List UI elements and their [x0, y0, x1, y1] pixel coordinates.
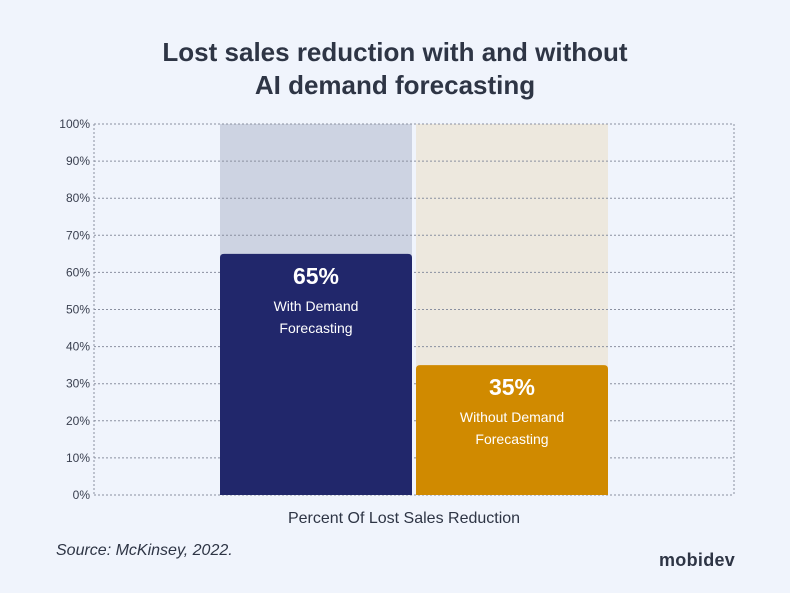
- y-tick-label: 60%: [66, 265, 90, 279]
- chart-title: Lost sales reduction with and without AI…: [0, 36, 790, 102]
- value-label: 35%: [489, 374, 535, 400]
- x-axis-label: Percent Of Lost Sales Reduction: [287, 510, 521, 527]
- source-note: Source: McKinsey, 2022.: [56, 542, 233, 559]
- y-tick-label: 70%: [66, 228, 90, 242]
- y-tick-label: 100%: [59, 117, 90, 131]
- y-tick-label: 50%: [66, 303, 90, 317]
- value-label: 65%: [293, 263, 339, 289]
- title-line-2: AI demand forecasting: [254, 70, 536, 100]
- category-label: With Demand: [274, 298, 359, 314]
- y-tick-label: 90%: [66, 154, 90, 168]
- category-label: Forecasting: [279, 320, 352, 336]
- category-label: Forecasting: [475, 431, 548, 447]
- y-tick-label: 30%: [66, 377, 90, 391]
- bar-2: [416, 365, 608, 495]
- mobidev-logo: mobidev: [659, 550, 736, 570]
- y-tick-label: 20%: [66, 414, 90, 428]
- category-label: Without Demand: [460, 409, 564, 425]
- bar-1: [220, 253, 412, 495]
- title-line-1: Lost sales reduction with and without: [162, 37, 628, 67]
- y-tick-label: 0%: [73, 488, 91, 502]
- y-tick-label: 40%: [66, 340, 90, 354]
- y-tick-label: 10%: [66, 451, 90, 465]
- y-tick-label: 80%: [66, 191, 90, 205]
